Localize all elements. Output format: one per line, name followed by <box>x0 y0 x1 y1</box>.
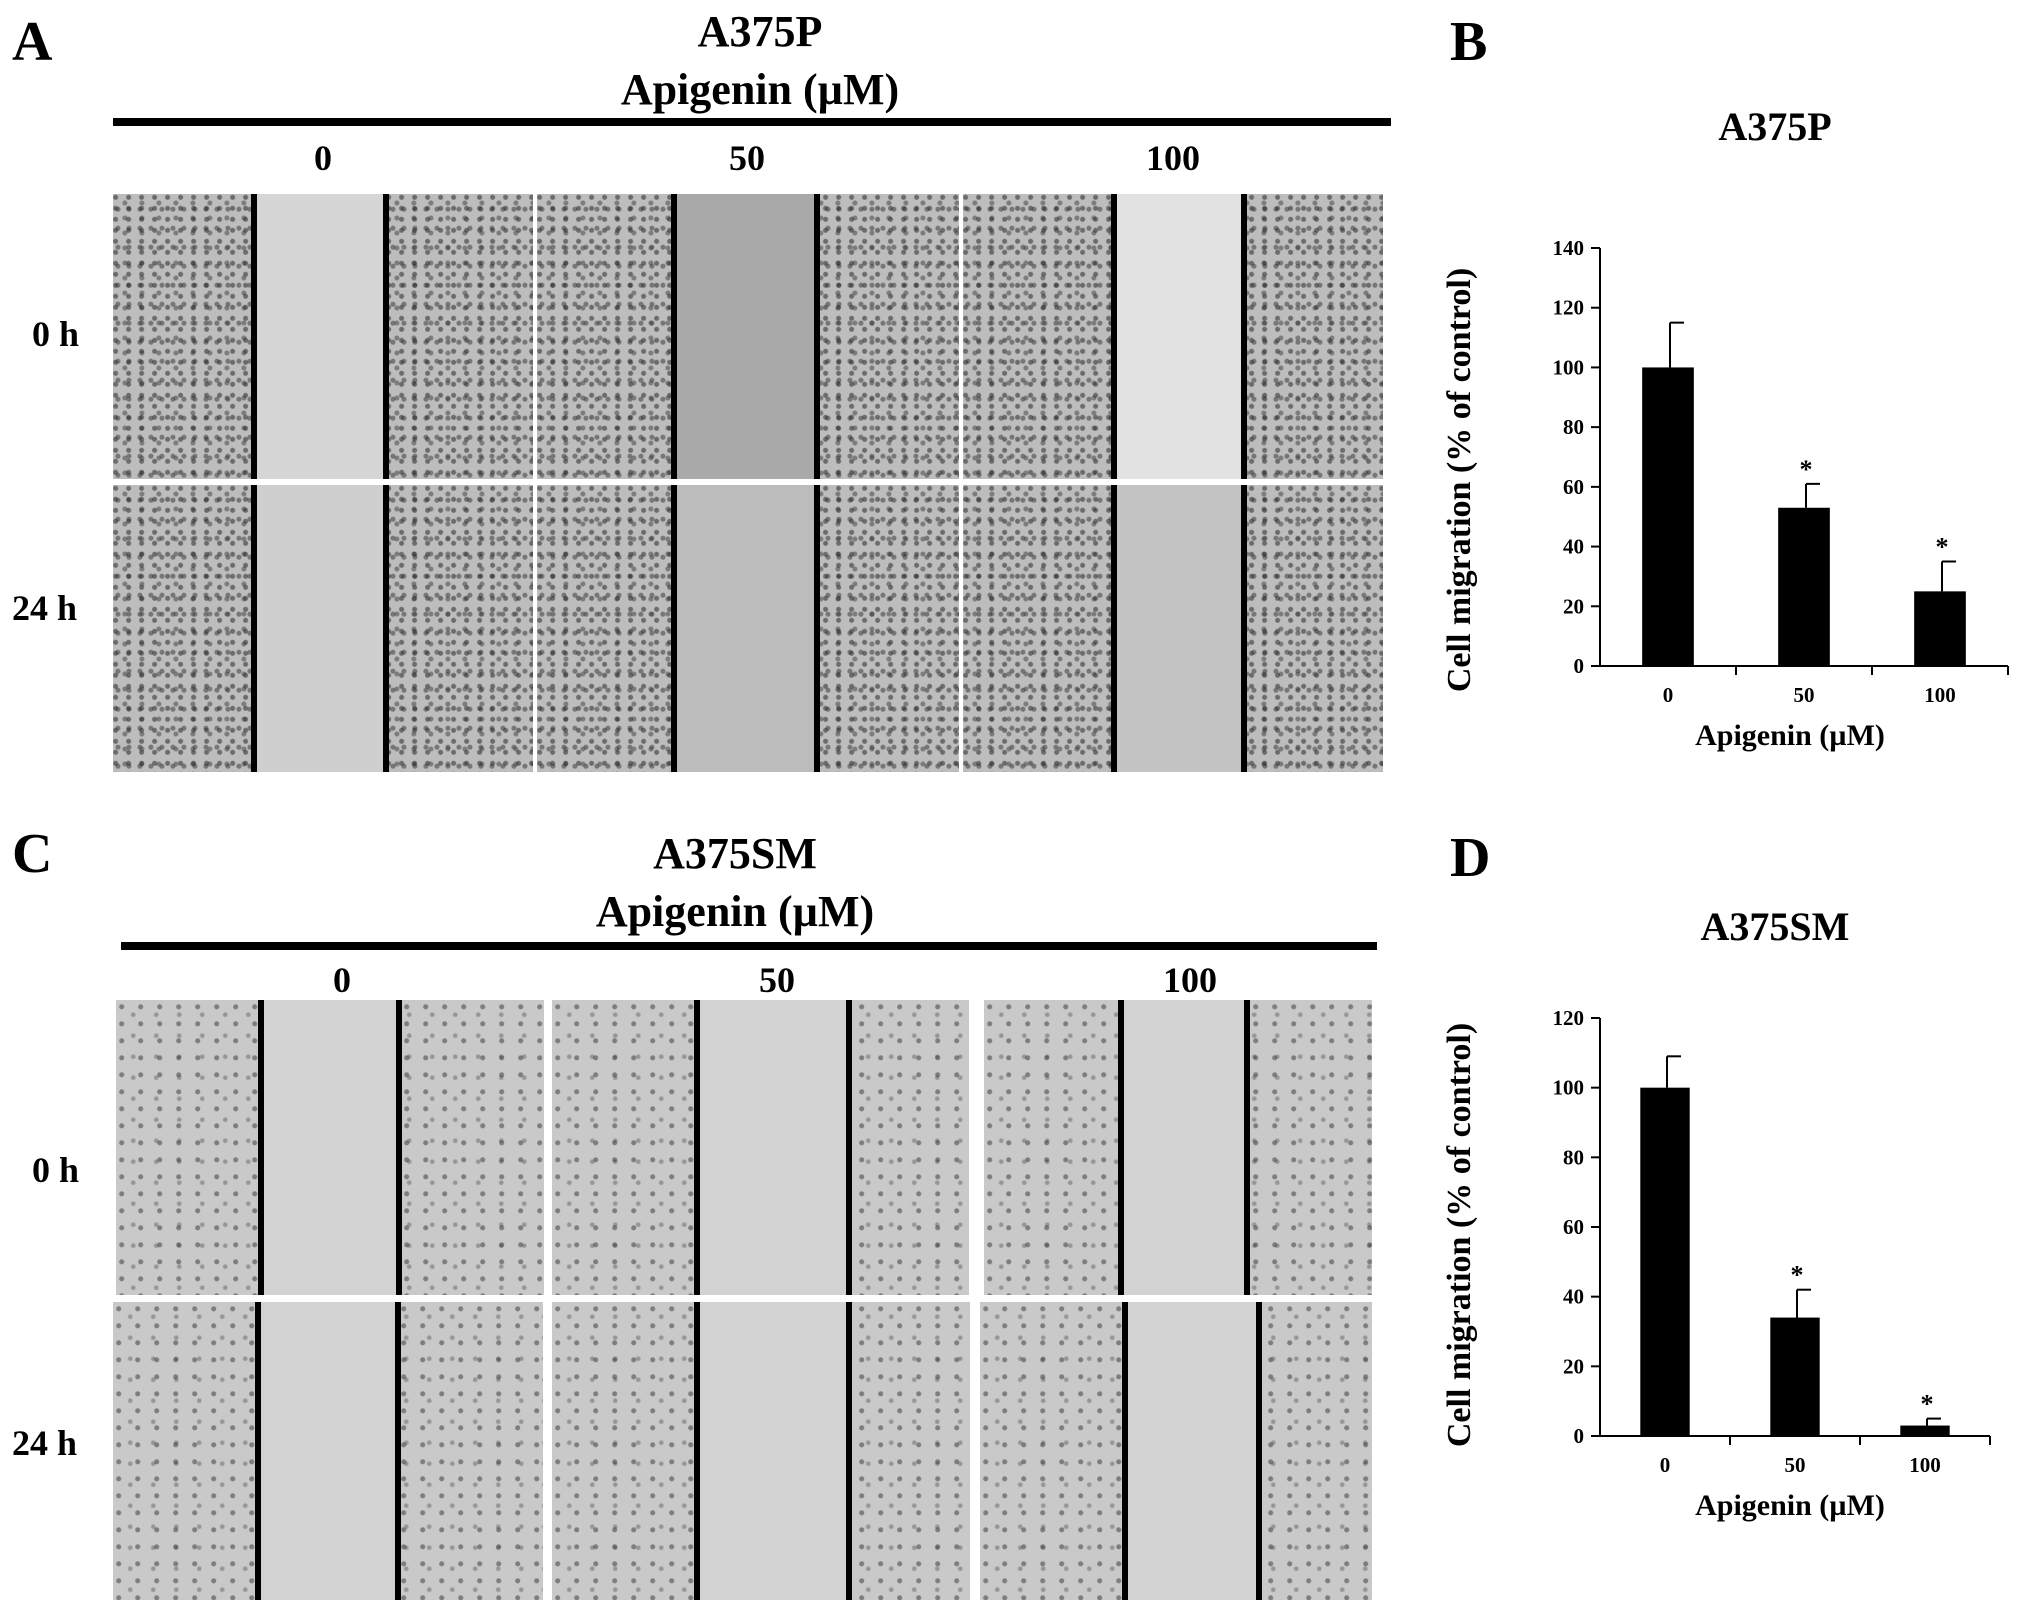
panel-a-conc-50: 50 <box>729 138 765 178</box>
panel-d-letter: D <box>1450 827 1491 889</box>
panel-c-conc-0: 0 <box>333 960 351 1000</box>
chart-b-ylabel: Cell migration (% of control) <box>1441 268 1478 692</box>
panel-a-conc-100: 100 <box>1146 138 1200 178</box>
chart-d-category-label: 0 <box>1660 1453 1671 1477</box>
panel-c-treatment-label: Apigenin (µM) <box>595 887 875 936</box>
micrograph-a375sm-100um-24h <box>980 1302 1372 1600</box>
panel-a-row-label-0h: 0 h <box>32 314 80 354</box>
chart-d-bar <box>1770 1317 1820 1436</box>
chart-b-ytick-label: 40 <box>1563 535 1584 559</box>
chart-d-ytick-label: 0 <box>1574 1424 1585 1448</box>
panel-a-cell-line-title: A375P <box>697 7 823 56</box>
panel-c-conc-100: 100 <box>1163 960 1217 1000</box>
chart-d-ytick-label: 80 <box>1563 1145 1584 1169</box>
micrograph-a375p-0um-0h <box>113 194 533 479</box>
chart-b-title: A375P <box>1718 104 1831 149</box>
chart-b-significance-marker: * <box>1800 455 1813 484</box>
micrograph-a375sm-50um-0h <box>552 1000 969 1295</box>
chart-b-ytick-label: 0 <box>1574 654 1585 678</box>
chart-d-bar <box>1900 1425 1950 1436</box>
chart-b-category-label: 0 <box>1663 683 1674 707</box>
micrograph-a375sm-0um-0h <box>116 1000 544 1295</box>
micrograph-a375sm-100um-0h <box>984 1000 1372 1295</box>
chart-d-category-label: 100 <box>1909 1453 1941 1477</box>
chart-b-ytick-label: 20 <box>1563 594 1584 618</box>
chart-b-category-label: 100 <box>1924 683 1956 707</box>
chart-d-category-label: 50 <box>1785 1453 1806 1477</box>
panel-c-row-label-24h: 24 h <box>12 1423 78 1463</box>
chart-d-ylabel: Cell migration (% of control) <box>1441 1023 1478 1447</box>
micrograph-a375p-0um-24h <box>113 485 533 772</box>
chart-b-ytick-label: 60 <box>1563 475 1584 499</box>
chart-b-ytick-label: 140 <box>1553 236 1585 260</box>
chart-d-ytick-label: 40 <box>1563 1285 1584 1309</box>
micrograph-a375sm-0um-24h <box>113 1302 543 1600</box>
panel-a-header-rule <box>113 118 1391 126</box>
chart-d-xlabel: Apigenin (µM) <box>1695 1489 1885 1522</box>
panel-c-header-rule <box>121 942 1377 950</box>
panel-a-letter: A <box>12 11 53 73</box>
chart-b-category-label: 50 <box>1794 683 1815 707</box>
chart-b: A375P Cell migration (% of control) Apig… <box>1441 104 2009 752</box>
panel-c-letter: C <box>12 823 53 885</box>
chart-b-bar <box>1914 591 1966 666</box>
panel-c-row-label-0h: 0 h <box>32 1150 80 1190</box>
micrograph-a375p-50um-24h <box>537 485 959 772</box>
chart-b-ytick-label: 120 <box>1553 296 1585 320</box>
chart-b-ytick-label: 80 <box>1563 415 1584 439</box>
chart-b-xlabel: Apigenin (µM) <box>1695 719 1885 752</box>
chart-d-ytick-label: 20 <box>1563 1354 1584 1378</box>
panel-a-conc-0: 0 <box>314 138 332 178</box>
micrograph-a375sm-50um-24h <box>552 1302 970 1600</box>
chart-b-bar <box>1642 367 1694 666</box>
chart-b-ytick-label: 100 <box>1553 355 1585 379</box>
chart-d-ytick-label: 120 <box>1553 1006 1585 1030</box>
panel-c-conc-50: 50 <box>759 960 795 1000</box>
chart-d-significance-marker: * <box>1921 1390 1934 1419</box>
micrograph-a375p-50um-0h <box>537 194 959 479</box>
chart-d: A375SM Cell migration (% of control) Api… <box>1441 904 1991 1522</box>
chart-d-significance-marker: * <box>1791 1261 1804 1290</box>
chart-b-bar <box>1778 507 1830 666</box>
micrograph-a375p-100um-0h <box>963 194 1383 479</box>
chart-d-ytick-label: 100 <box>1553 1076 1585 1100</box>
chart-b-significance-marker: * <box>1936 533 1949 562</box>
micrograph-a375p-100um-24h <box>963 485 1383 772</box>
panel-c-cell-line-title: A375SM <box>653 829 817 878</box>
chart-d-bar <box>1640 1087 1690 1436</box>
panel-a-row-label-24h: 24 h <box>12 588 78 628</box>
chart-d-title: A375SM <box>1701 904 1850 949</box>
chart-d-ytick-label: 60 <box>1563 1215 1584 1239</box>
panel-b-letter: B <box>1450 11 1488 73</box>
panel-a-treatment-label: Apigenin (µM) <box>620 65 900 114</box>
